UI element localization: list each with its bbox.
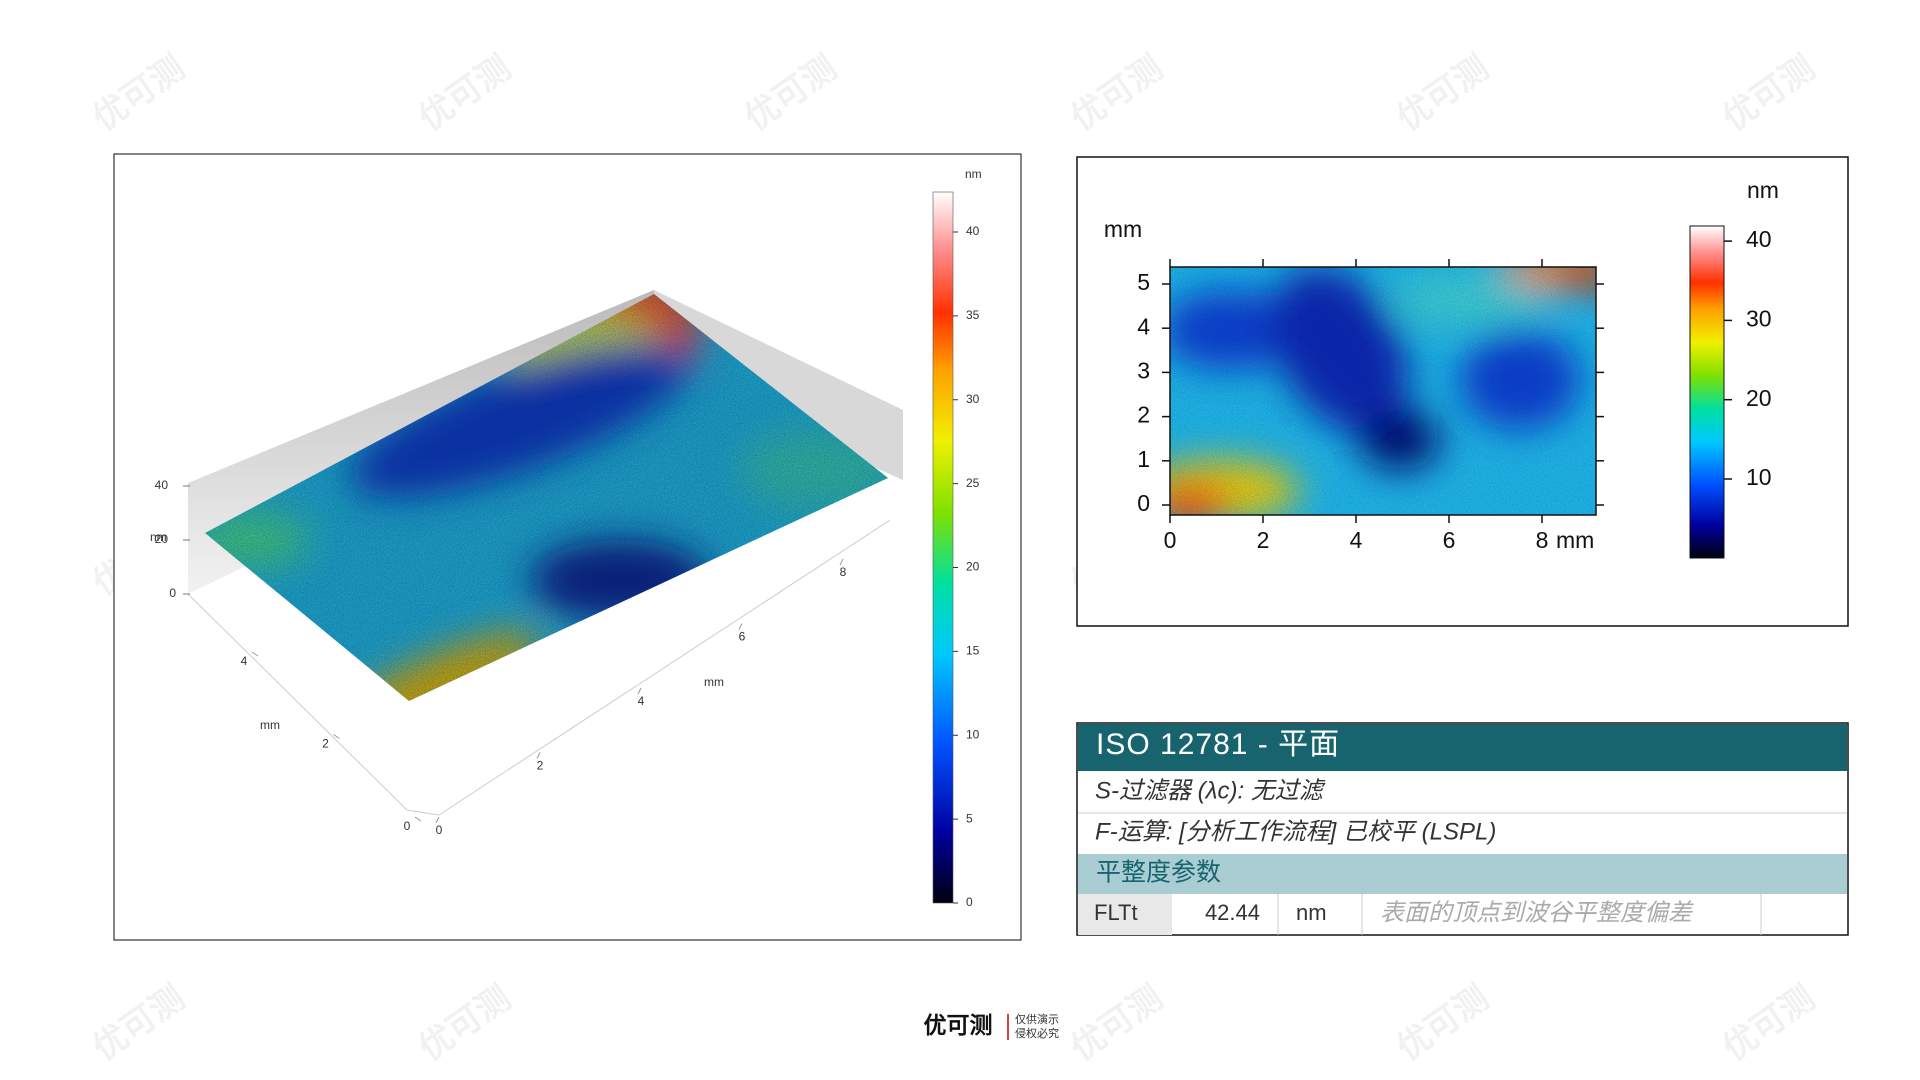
x-tick-label: 4 xyxy=(638,694,645,708)
watermark: 优可测 xyxy=(412,49,517,139)
colorbar-tick-label: 10 xyxy=(1746,464,1772,490)
watermark: 优可测 xyxy=(412,979,517,1069)
colorbar-tick-label: 15 xyxy=(966,644,980,658)
footer-logo: 优可测 xyxy=(924,1012,993,1038)
colorbar-unit: nm xyxy=(1747,177,1779,203)
x-tick-label: 8 xyxy=(840,565,847,579)
param-name: FLTt xyxy=(1094,900,1138,925)
param-name-cell xyxy=(1078,894,1172,935)
colorbar-tick-label: 20 xyxy=(1746,385,1772,411)
watermark: 优可测 xyxy=(1390,979,1495,1069)
colorbar-tick-label: 35 xyxy=(966,308,980,322)
y-tick-label: 2 xyxy=(1137,402,1150,428)
colorbar-tick-label: 40 xyxy=(1746,226,1772,252)
watermark: 优可测 xyxy=(86,49,191,139)
axes-heatmap: 0 1 2 3 4 5 mm 0 2 4 6 8 mm 10 20 30 40 nm xyxy=(1104,177,1779,553)
colorbar-tick-label: 5 xyxy=(966,811,973,825)
y-tick-label: 1 xyxy=(1137,446,1150,472)
axes-3d: 0 5 10 15 20 25 30 35 40 nm 0 20 40 nm 0 2 4 mm 0 2 4 6 8 mm xyxy=(150,167,982,909)
x-tick-label: 6 xyxy=(739,630,746,644)
param-description: 表面的顶点到波谷平整度偏差 xyxy=(1380,899,1694,926)
param-value: 42.44 xyxy=(1205,900,1260,925)
section-title: 平整度参数 xyxy=(1096,859,1221,887)
y-tick xyxy=(333,734,340,739)
colorbar-tick-label: 0 xyxy=(966,895,973,909)
x-unit: mm xyxy=(1556,527,1594,553)
colorbar-unit: nm xyxy=(965,167,982,181)
table-header xyxy=(1078,724,1847,771)
x-tick-label: 0 xyxy=(1164,527,1177,553)
table-row: F-运算: [分析工作流程] 已校平 (LSPL) xyxy=(1095,818,1496,845)
x-tick-label: 4 xyxy=(1350,527,1363,553)
footer-note: 仅供演示 xyxy=(1015,1012,1059,1026)
watermark: 优可测 xyxy=(1716,49,1821,139)
x-tick xyxy=(637,687,642,695)
colorbar-tick-label: 30 xyxy=(966,392,980,406)
x-tick-label: 6 xyxy=(1443,527,1456,553)
x-tick xyxy=(536,752,541,759)
y-tick-label: 0 xyxy=(1137,490,1150,516)
x-unit: mm xyxy=(704,675,724,689)
watermark: 优可测 xyxy=(1716,979,1821,1069)
y-unit: mm xyxy=(1104,216,1142,242)
y-tick-label: 2 xyxy=(322,737,329,751)
x-tick xyxy=(435,816,440,824)
z-tick-label: 40 xyxy=(155,478,169,492)
watermark: 优可测 xyxy=(1064,49,1169,139)
z-unit: nm xyxy=(150,530,167,544)
param-unit: nm xyxy=(1296,900,1327,925)
side-wall xyxy=(654,290,903,480)
y-tick-label: 5 xyxy=(1137,269,1150,295)
x-tick-label: 8 xyxy=(1536,527,1549,553)
y-tick-label: 4 xyxy=(1137,313,1150,339)
colorbar-tick-label: 25 xyxy=(966,476,980,490)
y-unit: mm xyxy=(260,718,280,732)
heatmap xyxy=(1170,267,1596,515)
colorbar-tick-label: 10 xyxy=(966,727,980,741)
table-row: S-过滤器 (λc): 无过滤 xyxy=(1095,777,1326,804)
x-tick xyxy=(839,558,844,566)
watermark: 优可测 xyxy=(738,49,843,139)
y-tick-label: 0 xyxy=(404,819,411,833)
floor-grid xyxy=(187,519,891,816)
z-tick-label: 0 xyxy=(169,586,176,600)
watermark: 优可测 xyxy=(86,979,191,1069)
section-row xyxy=(1078,854,1847,894)
z-tick-label: 20 xyxy=(155,532,169,546)
y-tick-label: 3 xyxy=(1137,357,1150,383)
colorbar-tick-label: 30 xyxy=(1746,305,1772,331)
colorbar-3d xyxy=(932,191,954,904)
y-tick xyxy=(414,816,422,822)
table-title: ISO 12781 - 平面 xyxy=(1096,728,1340,761)
x-tick xyxy=(738,623,743,630)
colorbar-tick-label: 40 xyxy=(966,224,980,238)
watermark: 优可测 xyxy=(1064,979,1169,1069)
colorbar-tick-label: 20 xyxy=(966,560,980,574)
x-tick-label: 2 xyxy=(537,759,544,773)
colorbar-heatmap xyxy=(1689,225,1725,559)
y-tick xyxy=(251,651,259,657)
footer-note: 侵权必究 xyxy=(1015,1026,1059,1040)
x-tick-label: 0 xyxy=(436,823,443,837)
y-tick-label: 4 xyxy=(241,654,248,668)
watermark: 优可测 xyxy=(1390,49,1495,139)
x-tick-label: 2 xyxy=(1257,527,1270,553)
